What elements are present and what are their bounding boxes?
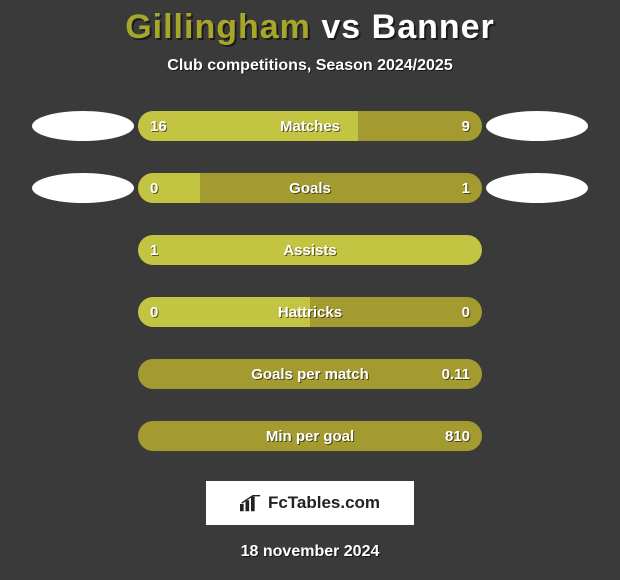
team2-logo [486, 111, 588, 141]
stat-bar-left-fill [138, 111, 358, 141]
bar-chart-icon [240, 494, 262, 512]
team1-logo-slot [28, 227, 138, 273]
branding-text: FcTables.com [268, 493, 380, 513]
team1-logo [32, 173, 134, 203]
stats-list: Matches169 Goals01 Assists1 Hattricks00 Goal… [0, 103, 620, 475]
stat-row: Goals01 [0, 165, 620, 211]
stat-bar-right-fill [138, 359, 482, 389]
stat-row: Assists1 [0, 227, 620, 273]
team2-logo-slot [482, 289, 592, 335]
comparison-infographic: Gillingham vs Banner Club competitions, … [0, 0, 620, 580]
team1-logo-slot [28, 413, 138, 459]
title-team1: Gillingham [125, 8, 311, 46]
team2-logo-slot [482, 413, 592, 459]
team1-logo-slot [28, 289, 138, 335]
stat-bar-left-fill [138, 173, 200, 203]
page-title: Gillingham vs Banner [125, 8, 495, 47]
stat-bar-right-fill [138, 421, 482, 451]
stat-row: Hattricks00 [0, 289, 620, 335]
stat-bar: Hattricks00 [138, 297, 482, 327]
stat-bar: Min per goal810 [138, 421, 482, 451]
title-team2: Banner [372, 8, 495, 46]
date-text: 18 november 2024 [241, 543, 380, 561]
branding-badge: FcTables.com [206, 481, 414, 525]
stat-bar-left-fill [138, 297, 310, 327]
stat-bar: Goals per match0.11 [138, 359, 482, 389]
team1-logo-slot [28, 165, 138, 211]
stat-row: Min per goal810 [0, 413, 620, 459]
title-vs: vs [321, 8, 361, 46]
stat-bar: Assists1 [138, 235, 482, 265]
team2-logo [486, 173, 588, 203]
team2-logo-slot [482, 227, 592, 273]
stat-bar: Matches169 [138, 111, 482, 141]
team1-logo [32, 111, 134, 141]
stat-bar-right-fill [310, 297, 482, 327]
stat-row: Goals per match0.11 [0, 351, 620, 397]
stat-bar-right-fill [358, 111, 482, 141]
team1-logo-slot [28, 103, 138, 149]
stat-bar-right-fill [200, 173, 482, 203]
team2-logo-slot [482, 103, 592, 149]
team2-logo-slot [482, 351, 592, 397]
team1-logo-slot [28, 351, 138, 397]
stat-bar: Goals01 [138, 173, 482, 203]
stat-bar-left-fill [138, 235, 482, 265]
stat-row: Matches169 [0, 103, 620, 149]
team2-logo-slot [482, 165, 592, 211]
subtitle: Club competitions, Season 2024/2025 [167, 57, 452, 75]
